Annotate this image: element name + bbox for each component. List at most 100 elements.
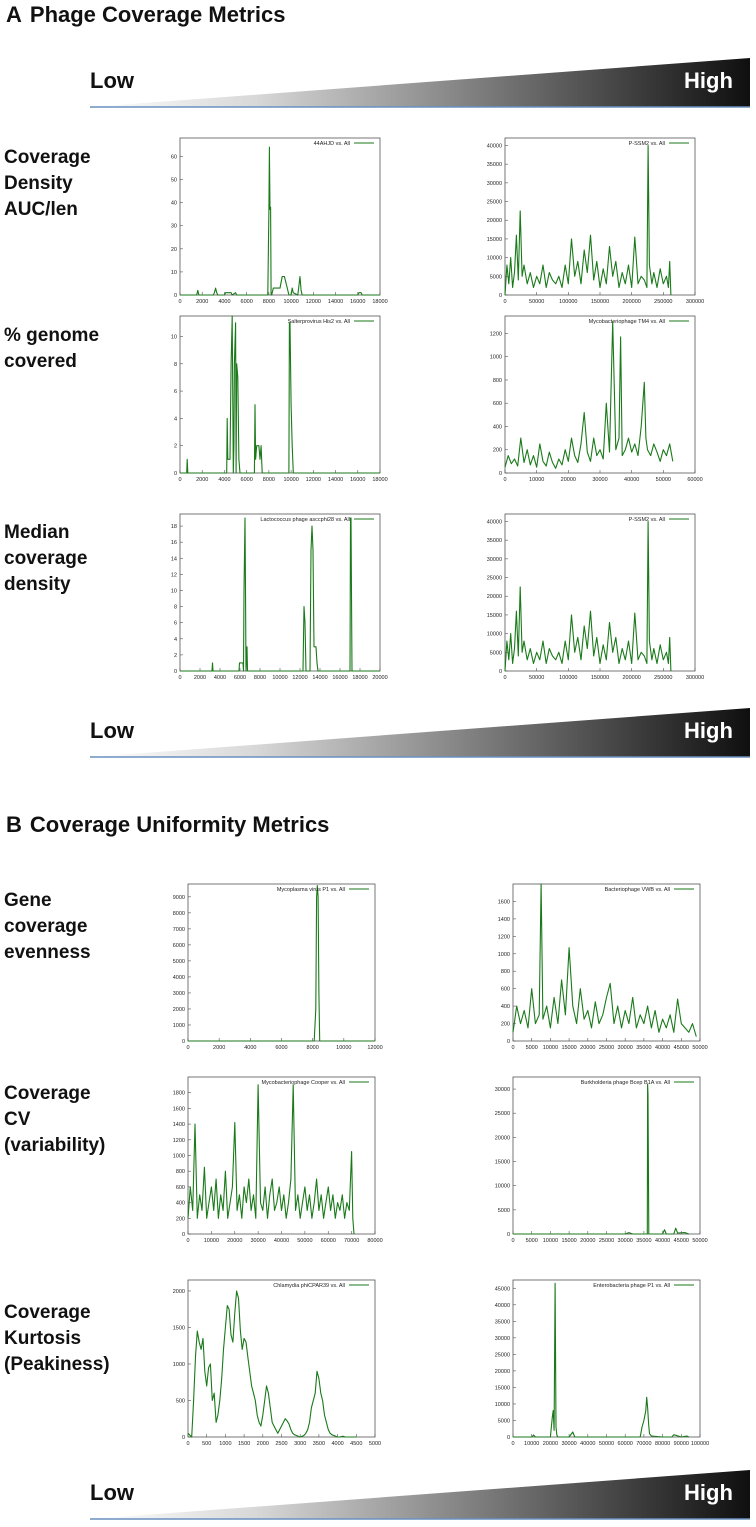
y-tick-label: 10000 [495, 1184, 510, 1190]
legend-label: Mycobacteriophage TM4 vs. All [589, 319, 665, 325]
x-tick-label: 0 [186, 1045, 189, 1051]
row-label-line: evenness [4, 942, 91, 963]
y-tick-label: 200 [501, 1022, 510, 1028]
legend-label: Salterprovirus His2 vs. All [288, 319, 350, 325]
x-tick-label: 20000 [227, 1238, 242, 1244]
y-tick-label: 5000 [173, 959, 185, 965]
series-line [180, 517, 380, 672]
x-tick-label: 3000 [294, 1441, 306, 1447]
x-tick-label: 40000 [580, 1441, 595, 1447]
wedge-low-label-middle: Low [90, 718, 134, 743]
y-tick-label: 4 [174, 637, 177, 643]
x-tick-label: 80000 [655, 1441, 670, 1447]
row-label-line: AUC/len [4, 199, 78, 220]
series-line [504, 520, 672, 672]
y-tick-label: 0 [507, 1232, 510, 1238]
y-tick-label: 600 [501, 987, 510, 993]
row-label-line: coverage [4, 916, 88, 937]
x-tick-label: 50000 [692, 1238, 707, 1244]
x-tick-label: 300000 [686, 675, 704, 681]
x-tick-label: 10000 [336, 1045, 351, 1051]
x-tick-label: 15000 [561, 1045, 576, 1051]
wedge-shape-middle [90, 708, 750, 758]
wedge-low-label-top: Low [90, 68, 134, 93]
x-tick-label: 80000 [367, 1238, 382, 1244]
row-label-gene-evenness: Gene coverage evenness [4, 888, 91, 966]
y-tick-label: 25000 [487, 576, 502, 582]
y-tick-label: 30 [171, 224, 177, 230]
section-b-letter: B [6, 812, 22, 837]
section-a-heading: Phage Coverage Metrics [29, 2, 286, 27]
x-tick-label: 40000 [655, 1045, 670, 1051]
y-tick-label: 10 [171, 270, 177, 276]
y-tick-label: 35000 [487, 162, 502, 168]
y-tick-label: 20000 [495, 1135, 510, 1141]
x-tick-label: 30000 [618, 1238, 633, 1244]
x-tick-label: 10000 [272, 675, 287, 681]
x-tick-label: 100000 [559, 299, 577, 305]
x-tick-label: 10000 [204, 1238, 219, 1244]
x-tick-label: 40000 [655, 1238, 670, 1244]
x-tick-label: 4000 [214, 675, 226, 681]
legend-label: Mycobacteriophage Cooper vs. All [262, 1080, 345, 1086]
x-tick-label: 6000 [241, 477, 253, 483]
y-tick-label: 1000 [173, 1154, 185, 1160]
plot-mycoplasma-p1: 0 2000 4000 6000 8000 10000 12000 0 1000 2000 3000… [173, 883, 383, 1051]
y-tick-label: 30000 [487, 181, 502, 187]
row-label-line: Median [4, 522, 70, 543]
section-a-title: A Phage Coverage Metrics [6, 2, 285, 28]
y-tick-label: 18 [171, 524, 177, 530]
x-tick-label: 12000 [306, 477, 321, 483]
x-tick-label: 4000 [218, 477, 230, 483]
y-tick-label: 45000 [495, 1286, 510, 1292]
x-tick-label: 10000 [543, 1238, 558, 1244]
y-tick-label: 5000 [498, 1418, 510, 1424]
y-tick-label: 0 [174, 669, 177, 675]
x-tick-label: 10000 [283, 299, 298, 305]
x-tick-label: 25000 [599, 1238, 614, 1244]
y-tick-label: 7000 [173, 927, 185, 933]
x-tick-label: 30000 [592, 477, 607, 483]
y-tick-label: 6000 [173, 943, 185, 949]
y-tick-label: 400 [501, 1004, 510, 1010]
x-tick-label: 150000 [591, 675, 609, 681]
x-tick-label: 5000 [526, 1238, 538, 1244]
x-tick-label: 50000 [656, 477, 671, 483]
legend-label: 44AHJD vs. All [314, 141, 350, 147]
y-tick-label: 0 [182, 1435, 185, 1441]
row-label-line: CV [4, 1109, 31, 1130]
x-tick-label: 40000 [274, 1238, 289, 1244]
y-tick-label: 15000 [495, 1160, 510, 1166]
x-tick-label: 2500 [275, 1441, 287, 1447]
y-tick-label: 25000 [495, 1111, 510, 1117]
y-tick-label: 0 [174, 293, 177, 299]
y-tick-label: 20 [171, 247, 177, 253]
x-tick-label: 0 [503, 675, 506, 681]
x-tick-label: 14000 [312, 675, 327, 681]
series-line [513, 1282, 690, 1438]
y-tick-label: 35000 [487, 538, 502, 544]
y-tick-label: 5000 [490, 650, 502, 656]
y-tick-label: 10 [171, 334, 177, 340]
x-tick-label: 14000 [328, 477, 343, 483]
y-tick-label: 8000 [173, 911, 185, 917]
x-tick-label: 8000 [307, 1045, 319, 1051]
plot-mycobacteriophage-tm4: 0 10000 20000 30000 40000 50000 60000 0 200 400 60… [490, 315, 703, 483]
x-tick-label: 3500 [313, 1441, 325, 1447]
x-tick-label: 10000 [283, 477, 298, 483]
series-line [504, 321, 674, 469]
x-tick-label: 8000 [254, 675, 266, 681]
x-tick-label: 4500 [350, 1441, 362, 1447]
y-tick-label: 25000 [487, 200, 502, 206]
row-label-line: density [4, 574, 71, 595]
plot-mycobacteriophage-cooper: 0 10000 20000 30000 40000 50000 60000 70000 8000… [173, 1076, 383, 1244]
y-tick-label: 800 [176, 1169, 185, 1175]
y-tick-label: 1600 [498, 899, 510, 905]
x-tick-label: 1000 [219, 1441, 231, 1447]
wedge-high-label-top: High [684, 68, 733, 93]
x-tick-label: 20000 [580, 1238, 595, 1244]
plot-frame [179, 137, 381, 296]
plot-frame [187, 883, 376, 1042]
x-tick-label: 50000 [297, 1238, 312, 1244]
x-tick-label: 16000 [350, 477, 365, 483]
